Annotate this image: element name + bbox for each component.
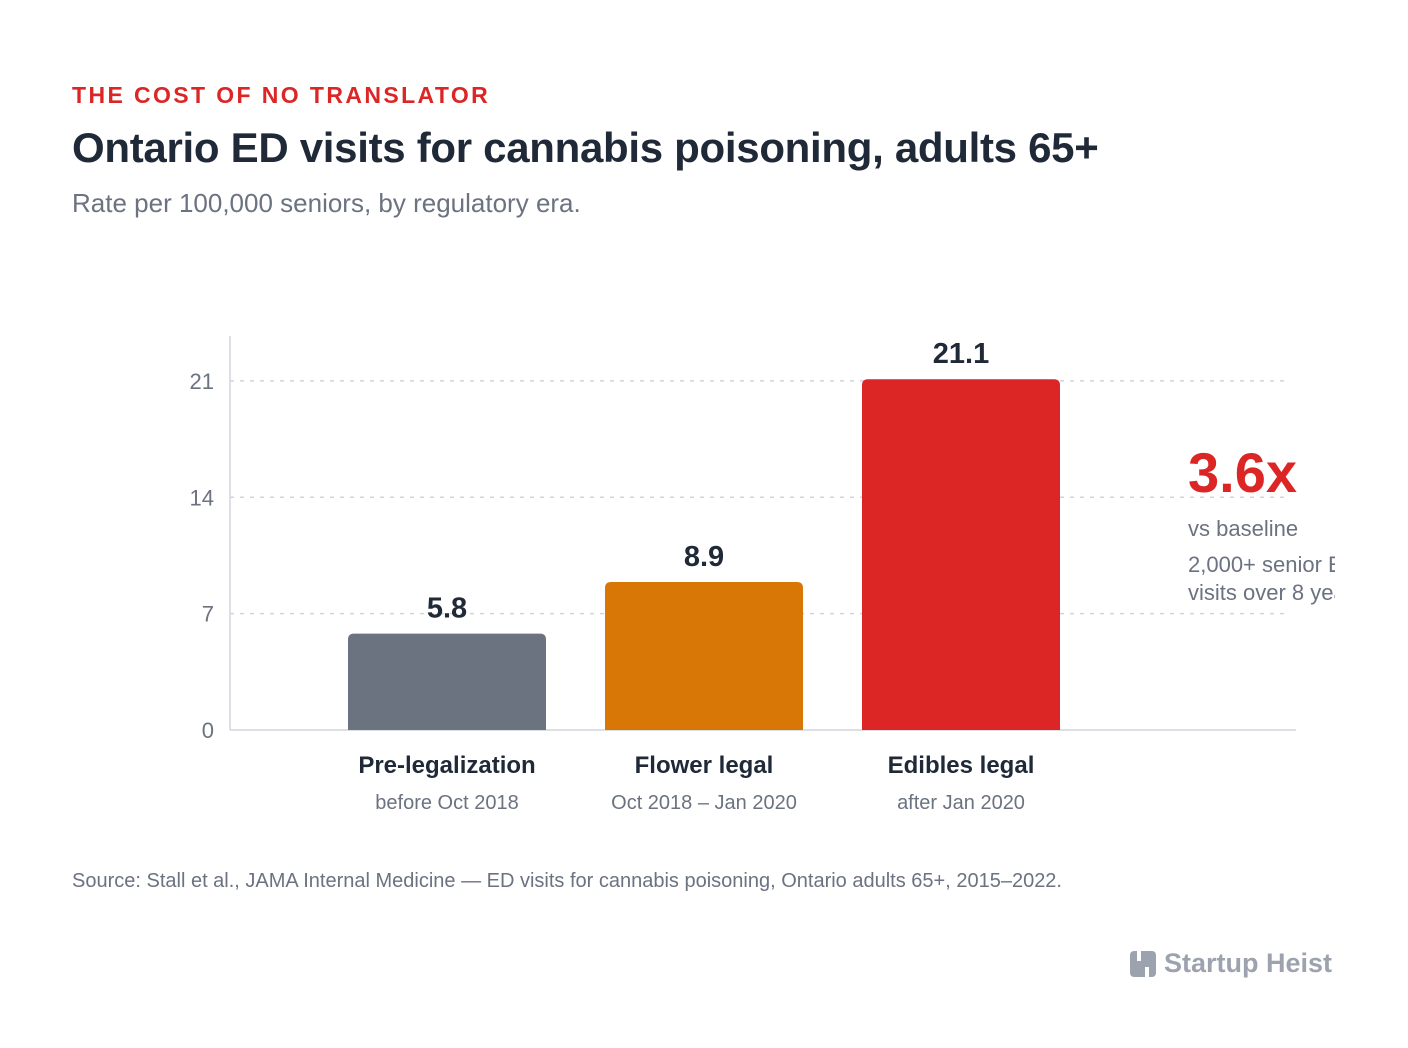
bar — [862, 379, 1060, 730]
chart-subtitle: Rate per 100,000 seniors, by regulatory … — [72, 188, 581, 218]
bar — [348, 633, 546, 730]
callout-annotation: 3.6x vs baseline 2,000+ senior ED visits ov… — [1188, 441, 1364, 605]
y-tick-label: 7 — [202, 602, 214, 627]
callout-line-1: vs baseline — [1188, 516, 1298, 541]
chart-title: Ontario ED visits for cannabis poisoning… — [72, 124, 1099, 171]
bar-value-label: 8.9 — [684, 541, 724, 573]
x-category-sublabel: Oct 2018 – Jan 2020 — [611, 792, 797, 814]
x-category-sublabel: before Oct 2018 — [375, 792, 518, 814]
x-category-label: Flower legal — [635, 752, 774, 779]
brand-name: Startup Heist — [1164, 948, 1333, 978]
bar-chart: 0 7 14 21 5.8 Pre-legalization before Oct 2018… — [190, 336, 1364, 814]
callout-line-2: 2,000+ senior ED — [1188, 552, 1359, 577]
multiplier-callout: 3.6x — [1188, 441, 1297, 504]
x-category-label: Pre-legalization — [358, 752, 535, 779]
bar-value-label: 5.8 — [427, 593, 467, 625]
bar-value-label: 21.1 — [933, 338, 989, 370]
source-note: Source: Stall et al., JAMA Internal Medi… — [72, 870, 1062, 892]
x-category-label: Edibles legal — [888, 752, 1035, 779]
brand-icon — [1130, 950, 1156, 977]
x-category-sublabel: after Jan 2020 — [897, 792, 1025, 814]
eyebrow-label: THE COST OF NO TRANSLATOR — [72, 82, 491, 108]
bar — [605, 582, 803, 730]
callout-line-3: visits over 8 years — [1188, 580, 1364, 605]
y-tick-label: 21 — [190, 369, 214, 394]
y-tick-label: 14 — [190, 485, 214, 510]
brand-logo: Startup Heist — [1130, 948, 1332, 979]
y-tick-label: 0 — [202, 718, 214, 743]
